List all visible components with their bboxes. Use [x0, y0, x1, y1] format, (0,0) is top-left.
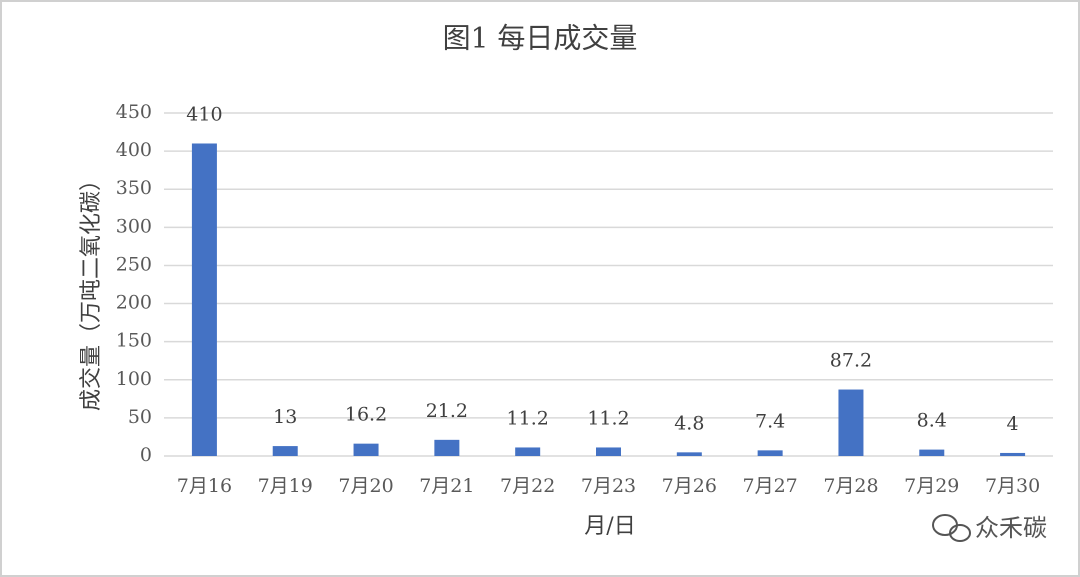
bar: [919, 449, 945, 456]
x-tick-label: 7月21: [419, 475, 474, 497]
bar: [1000, 452, 1026, 456]
bar: [757, 450, 783, 456]
value-label: 410: [186, 103, 222, 125]
bar: [434, 439, 460, 456]
x-axis-label: 月/日: [584, 514, 635, 539]
y-tick-label: 200: [116, 292, 152, 314]
watermark-icon: [932, 514, 971, 542]
bar: [191, 143, 217, 456]
y-tick-label: 350: [116, 177, 152, 199]
x-tick-label: 7月28: [823, 475, 878, 497]
value-label: 4.8: [674, 412, 704, 434]
y-axis-label: 成交量（万吨二氧化碳）: [79, 169, 104, 411]
y-tick-label: 400: [116, 139, 152, 161]
chart-title: 图1 每日成交量: [443, 22, 638, 55]
x-tick-label: 7月22: [500, 475, 555, 497]
value-label: 11.2: [587, 407, 629, 429]
bar: [838, 389, 864, 456]
y-tick-label: 450: [116, 101, 152, 123]
value-label: 7.4: [755, 410, 785, 432]
y-tick-label: 100: [116, 368, 152, 390]
x-tick-label: 7月27: [743, 475, 798, 497]
y-tick-label: 300: [116, 215, 152, 237]
value-label: 13: [273, 406, 297, 428]
x-tick-label: 7月23: [581, 475, 636, 497]
value-label: 16.2: [345, 404, 387, 426]
x-tick-label: 7月26: [662, 475, 717, 497]
value-label: 4: [1007, 413, 1019, 435]
bar: [676, 452, 702, 456]
bar: [353, 443, 379, 456]
value-label: 87.2: [830, 350, 872, 372]
bar: [596, 447, 621, 456]
x-tick-label: 7月20: [338, 475, 393, 497]
bar: [272, 446, 298, 456]
value-label: 21.2: [426, 400, 468, 422]
y-tick-label: 50: [128, 406, 152, 428]
y-tick-label: 250: [116, 253, 152, 275]
bar: [515, 447, 541, 456]
value-label: 11.2: [507, 407, 549, 429]
watermark: 众禾碳: [975, 514, 1047, 542]
value-label: 8.4: [917, 410, 947, 432]
y-tick-label: 0: [140, 444, 152, 466]
x-tick-label: 7月16: [177, 475, 232, 497]
x-tick-label: 7月30: [985, 475, 1040, 497]
x-tick-label: 7月19: [258, 475, 313, 497]
y-tick-label: 150: [116, 330, 152, 352]
x-tick-label: 7月29: [904, 475, 959, 497]
